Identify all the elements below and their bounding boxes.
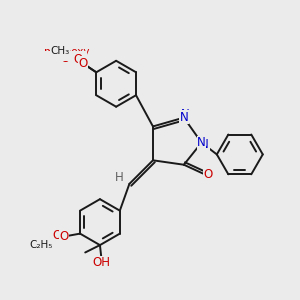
Text: N: N [181, 108, 190, 121]
Text: H: H [114, 172, 123, 185]
Text: O: O [204, 168, 213, 181]
Text: N: N [197, 136, 206, 149]
Text: O: O [61, 52, 70, 64]
Text: H: H [115, 172, 124, 184]
Text: CH₃: CH₃ [51, 46, 70, 56]
Text: C₂H₅: C₂H₅ [29, 240, 52, 250]
Text: N: N [179, 110, 188, 124]
Text: methoxy: methoxy [41, 51, 87, 61]
Text: O: O [205, 169, 214, 182]
Text: O: O [73, 53, 82, 66]
Text: O: O [59, 230, 68, 243]
Text: O: O [53, 229, 62, 242]
Text: methoxy: methoxy [44, 47, 90, 57]
Text: OH: OH [92, 256, 110, 269]
Text: ethoxy: ethoxy [28, 231, 57, 240]
Text: OH: OH [94, 256, 112, 269]
Text: N: N [200, 138, 209, 151]
Text: O: O [78, 57, 88, 70]
